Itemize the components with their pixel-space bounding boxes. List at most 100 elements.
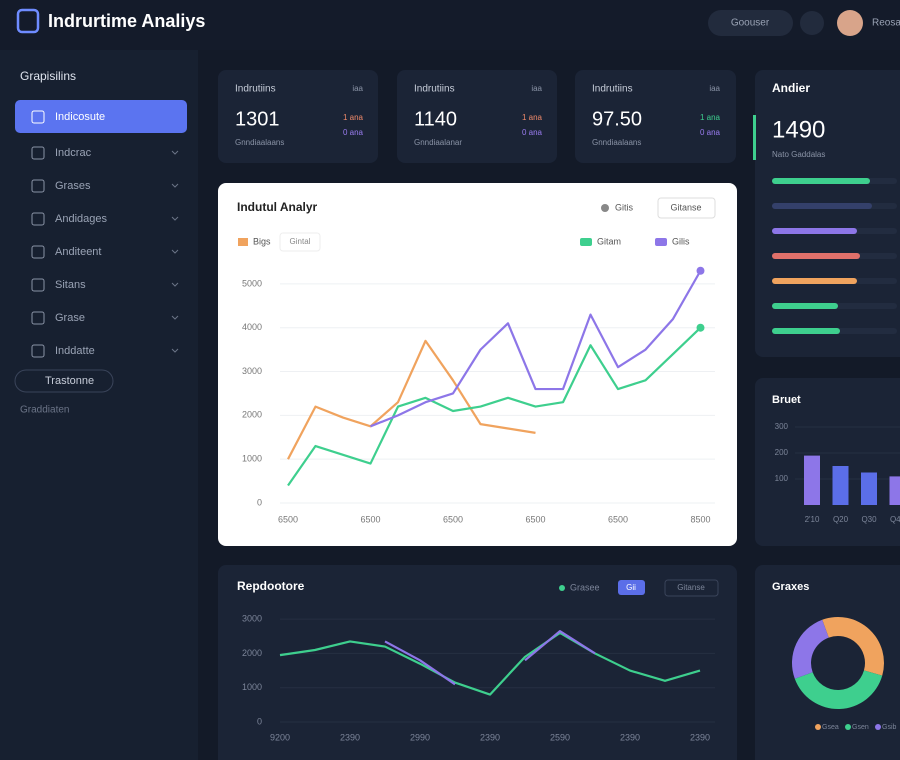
kpi-delta-up: 1 ana xyxy=(343,113,364,122)
icon-button[interactable] xyxy=(800,11,824,35)
legend-swatch xyxy=(815,724,821,730)
chevron xyxy=(171,249,179,254)
legend-label: Gsea xyxy=(822,724,839,731)
x-tick-label: 2390 xyxy=(480,732,500,742)
kpi-delta-up: 1 ana xyxy=(700,113,721,122)
nav-item-label: Grase xyxy=(55,312,85,324)
legend-swatch xyxy=(559,585,565,591)
bar xyxy=(832,466,849,505)
kpi-value: 1140 xyxy=(414,108,457,130)
kpi-card xyxy=(218,70,378,163)
progress-bar xyxy=(772,203,872,209)
end-point xyxy=(696,266,705,275)
y-tick-label: 3000 xyxy=(242,366,262,376)
y-tick-label: 0 xyxy=(257,716,262,726)
x-tick-label: 2390 xyxy=(340,732,360,742)
chevron xyxy=(171,348,179,353)
control-label: Gitanse xyxy=(670,202,701,212)
nav-icon xyxy=(31,278,45,292)
nav-icon xyxy=(31,110,45,124)
line-series xyxy=(287,339,536,460)
kpi-label: Indrutiins xyxy=(414,84,455,95)
donut-card xyxy=(755,565,900,760)
nav-pill[interactable] xyxy=(14,369,114,393)
donut-segment xyxy=(792,619,829,679)
y-tick-label: 2000 xyxy=(242,410,262,420)
y-tick-label: 200 xyxy=(775,448,789,457)
progress-bar xyxy=(772,303,838,309)
bar xyxy=(889,476,900,505)
donut-segment xyxy=(794,670,883,710)
y-tick-label: 3000 xyxy=(242,614,262,624)
y-tick-label: 4000 xyxy=(242,322,262,332)
kpi-label: Indrutiins xyxy=(235,84,276,95)
progress-bar xyxy=(772,278,857,284)
nav-item-label: Indcrac xyxy=(55,147,92,159)
nav-item-active[interactable] xyxy=(15,100,187,133)
sidebar-heading: Grapisilins xyxy=(20,69,76,83)
y-tick-label: 1000 xyxy=(242,454,262,464)
progress-bar xyxy=(772,328,840,334)
legend-swatch xyxy=(618,580,645,595)
kpi-card xyxy=(397,70,557,163)
legend-swatch xyxy=(845,724,851,730)
chevron xyxy=(171,216,179,221)
legend-swatch xyxy=(655,238,667,246)
nav-item-label: Andidages xyxy=(55,213,107,225)
legend-label: Gilis xyxy=(672,236,690,246)
nav-item-label: Grases xyxy=(55,180,91,192)
chart-title: Indutul Analyr xyxy=(237,200,318,214)
nav-icon xyxy=(31,212,45,226)
legend-swatch xyxy=(580,238,592,246)
legend-label: Gitam xyxy=(597,236,621,246)
app-title: Indrurtime Analiys xyxy=(48,11,205,31)
progress-bar xyxy=(772,178,870,184)
kpi-value: 1301 xyxy=(235,108,280,130)
nav-item-label: Inddatte xyxy=(55,345,95,357)
x-tick-label: 2590 xyxy=(550,732,570,742)
control-button[interactable] xyxy=(664,579,719,597)
avatar[interactable] xyxy=(837,10,863,36)
control-label: Gitis xyxy=(615,202,634,212)
accent-bar xyxy=(753,115,756,160)
header-button[interactable] xyxy=(708,10,793,36)
legend-swatch xyxy=(238,238,248,246)
control-button[interactable] xyxy=(657,197,716,219)
x-tick-label: 8500 xyxy=(690,514,710,524)
bottom-chart-card xyxy=(218,565,737,760)
line-series xyxy=(384,630,596,686)
progress-bar xyxy=(772,228,857,234)
kpi-delta-down: 0 ana xyxy=(522,128,543,137)
bar xyxy=(804,455,820,505)
chart-title: Bruet xyxy=(772,394,801,406)
x-tick-label: Q30 xyxy=(861,515,877,524)
nav-item-label: Sitans xyxy=(55,279,86,291)
x-tick-label: 2'10 xyxy=(805,515,820,524)
legend-label: Grasee xyxy=(570,582,600,592)
kpi-delta-down: 0 ana xyxy=(343,128,364,137)
legend-label: Gsen xyxy=(852,724,869,731)
x-tick-label: Q40 xyxy=(890,515,900,524)
logo xyxy=(16,8,40,34)
control-label: Gitanse xyxy=(677,583,705,592)
side-card-value: 1490 xyxy=(772,116,825,143)
nav-icon xyxy=(31,245,45,259)
chart-title: Graxes xyxy=(772,581,809,593)
kpi-tag: iaa xyxy=(709,84,720,93)
nav-icon xyxy=(31,344,45,358)
legend-swatch xyxy=(875,724,881,730)
side-card xyxy=(755,70,900,357)
user-name: Reosac xyxy=(872,18,900,29)
y-tick-label: 0 xyxy=(257,497,262,507)
badge-label: Gintal xyxy=(290,237,311,246)
legend-label: Gsib xyxy=(882,724,897,731)
y-tick-label: 2000 xyxy=(242,648,262,658)
kpi-delta-down: 0 ana xyxy=(700,128,721,137)
nav-icon xyxy=(31,179,45,193)
chevron xyxy=(171,282,179,287)
progress-bar xyxy=(772,253,860,259)
x-tick-label: Q20 xyxy=(833,515,849,524)
line-series xyxy=(287,326,702,487)
nav-item-label: Anditeent xyxy=(55,246,101,258)
